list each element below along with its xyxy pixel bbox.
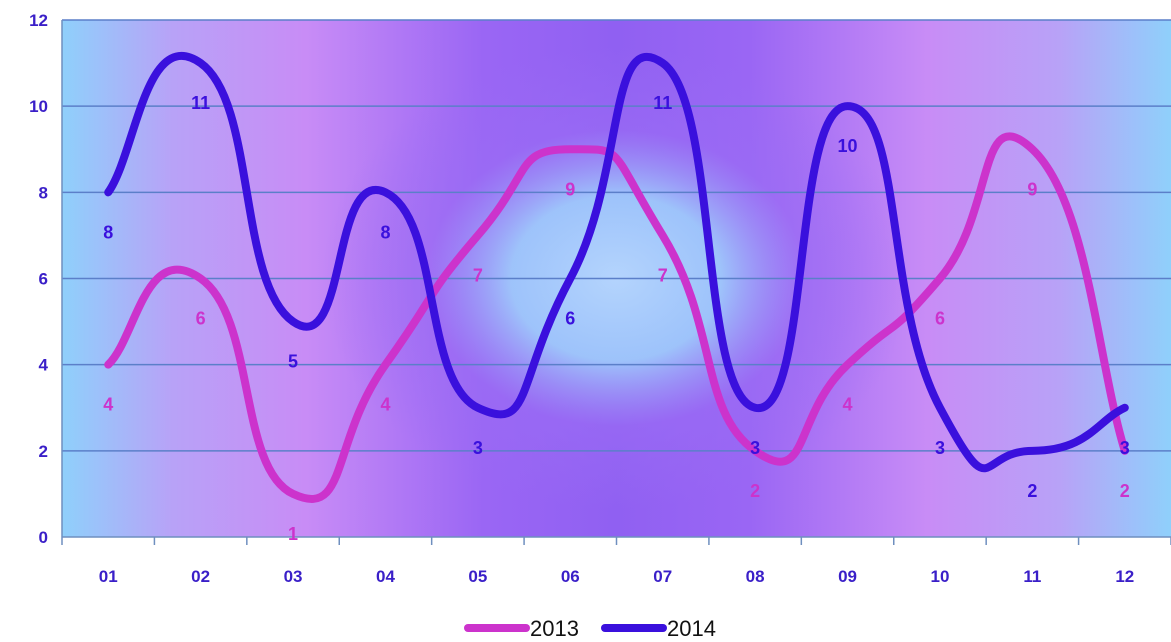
x-tick-label: 05 [468,567,487,586]
series-line-2013 [104,132,1129,503]
y-tick-label: 0 [39,528,48,547]
series-line-2014 [104,51,1129,473]
x-tick-label: 11 [1023,567,1041,586]
x-tick-label: 03 [284,567,303,586]
data-label-2013: 7 [473,265,483,285]
data-label-2013: 4 [843,395,853,415]
data-label-2014: 2 [1027,481,1037,501]
data-label-2014: 3 [750,438,760,458]
data-label-2013: 9 [1027,179,1037,199]
y-tick-label: 12 [29,11,48,30]
legend: 2013 2014 [464,616,716,641]
x-tick-label: 07 [653,567,672,586]
data-label-2014: 8 [380,222,390,242]
plot-area [62,0,1171,608]
y-tick-label: 8 [39,183,48,202]
x-tick-label: 04 [376,567,395,586]
data-label-2014: 3 [473,438,483,458]
data-label-2013: 4 [103,395,113,415]
data-label-2014: 11 [653,93,672,113]
y-tick-label: 2 [39,442,48,461]
data-label-2013: 7 [658,265,668,285]
data-label-2013: 6 [196,309,206,329]
data-label-2013: 2 [1120,481,1130,501]
x-tick-label: 08 [746,567,765,586]
x-tick-label: 02 [191,567,210,586]
data-label-2014: 3 [1120,438,1130,458]
data-labels: 4 6 1 4 7 9 7 2 4 6 9 2 8 11 5 8 3 6 11 3 10 3 2 3 [103,93,1130,544]
x-tick-label: 01 [99,567,118,586]
data-label-2014: 3 [935,438,945,458]
data-label-2014: 11 [191,93,210,113]
series-lines [104,51,1129,503]
x-tick-label: 06 [561,567,580,586]
data-label-2014: 6 [565,309,575,329]
legend-label-2013: 2013 [530,616,579,641]
data-label-2013: 1 [288,524,298,544]
data-label-2013: 2 [750,481,760,501]
x-tick-label: 12 [1115,567,1134,586]
y-tick-label: 6 [39,270,48,289]
y-tick-label: 4 [39,356,49,375]
data-label-2013: 9 [565,179,575,199]
data-label-2014: 10 [838,136,858,156]
data-label-2014: 5 [288,352,298,372]
plot-background-glow [196,0,1036,608]
x-tick-label: 09 [838,567,857,586]
data-label-2013: 6 [935,309,945,329]
y-tick-label: 10 [29,97,48,116]
x-tick-label: 10 [930,567,949,586]
data-label-2013: 4 [380,395,390,415]
legend-label-2014: 2014 [667,616,716,641]
data-label-2014: 8 [103,222,113,242]
